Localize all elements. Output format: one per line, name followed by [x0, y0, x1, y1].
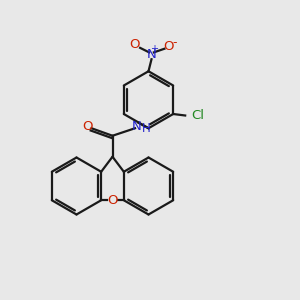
Text: N: N	[147, 48, 156, 61]
Text: N: N	[132, 120, 141, 133]
Text: H: H	[142, 122, 151, 135]
Text: O: O	[107, 194, 118, 207]
Text: Cl: Cl	[191, 109, 204, 122]
Text: O: O	[82, 120, 93, 133]
Text: O: O	[130, 38, 140, 51]
Text: -: -	[172, 36, 177, 49]
Text: O: O	[164, 40, 174, 53]
Text: +: +	[150, 44, 158, 54]
